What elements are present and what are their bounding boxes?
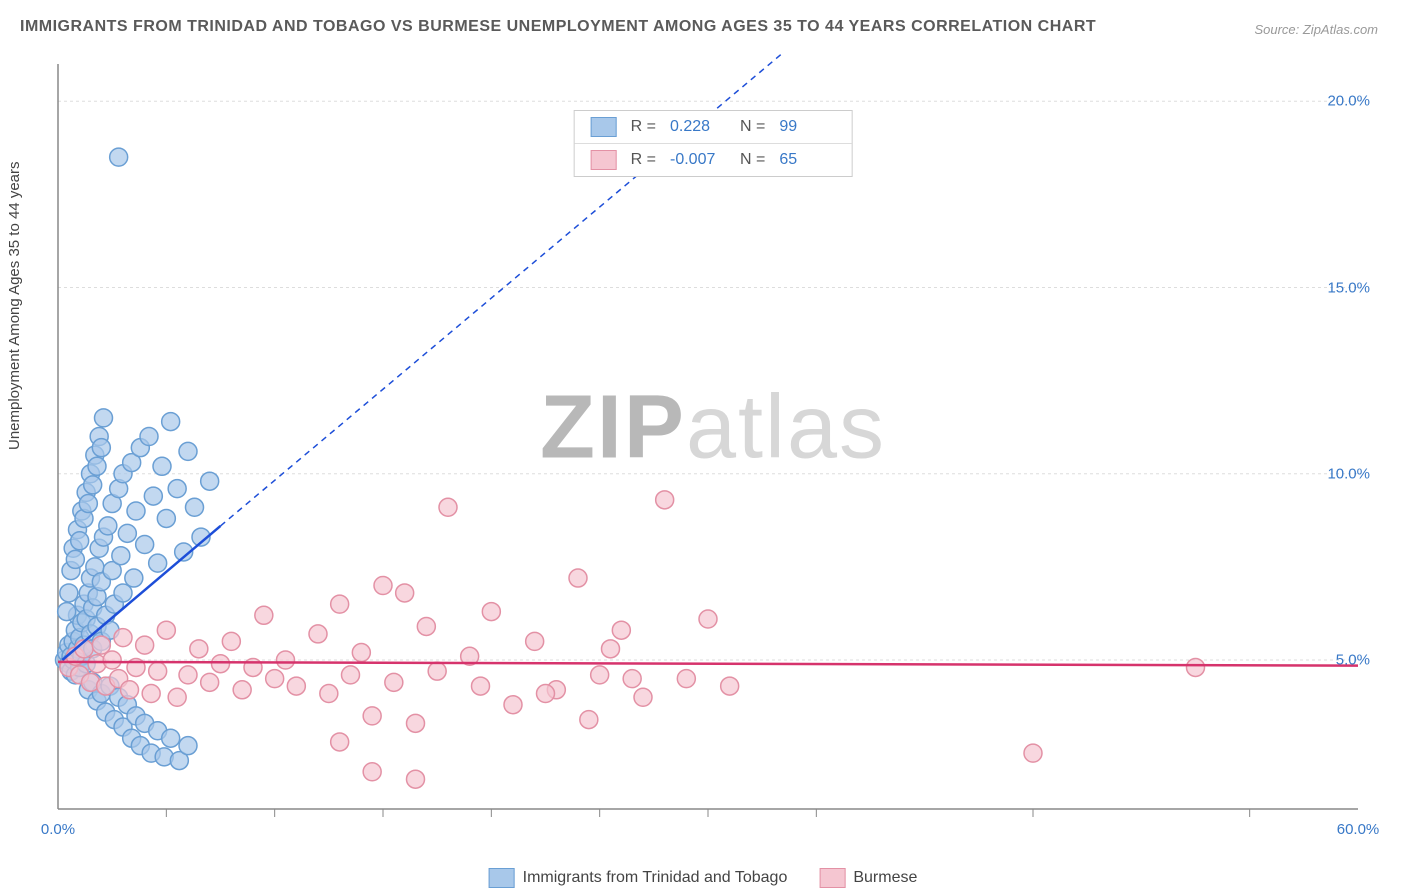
legend-swatch-icon [819, 868, 845, 888]
legend-swatch-icon [489, 868, 515, 888]
legend-label-0: Immigrants from Trinidad and Tobago [523, 869, 788, 887]
chart-title: IMMIGRANTS FROM TRINIDAD AND TOBAGO VS B… [20, 18, 1096, 36]
r-label: R = [631, 118, 656, 136]
n-value-1: 65 [779, 151, 835, 169]
r-label: R = [631, 151, 656, 169]
n-value-0: 99 [779, 118, 835, 136]
r-value-1: -0.007 [670, 151, 726, 169]
legend-row-series-1: R = -0.007 N = 65 [575, 144, 852, 176]
n-label: N = [740, 151, 765, 169]
legend-swatch-1 [591, 150, 617, 170]
n-label: N = [740, 118, 765, 136]
legend-swatch-0 [591, 117, 617, 137]
source-attribution: Source: ZipAtlas.com [1254, 22, 1378, 37]
y-axis-label: Unemployment Among Ages 35 to 44 years [6, 161, 23, 450]
legend-item-0: Immigrants from Trinidad and Tobago [489, 868, 788, 888]
x-tick-label: 60.0% [1337, 821, 1380, 838]
r-value-0: 0.228 [670, 118, 726, 136]
legend-row-series-0: R = 0.228 N = 99 [575, 111, 852, 144]
legend-label-1: Burmese [853, 869, 917, 887]
legend-item-1: Burmese [819, 868, 917, 888]
y-tick-label: 15.0% [1327, 279, 1370, 296]
x-axis-legend: Immigrants from Trinidad and Tobago Burm… [489, 868, 918, 888]
x-tick-label: 0.0% [41, 821, 75, 838]
y-tick-label: 20.0% [1327, 93, 1370, 110]
correlation-legend: R = 0.228 N = 99 R = -0.007 N = 65 [574, 110, 853, 177]
chart-area: R = 0.228 N = 99 R = -0.007 N = 65 ZIPat… [48, 54, 1378, 834]
y-tick-label: 5.0% [1336, 652, 1370, 669]
y-tick-label: 10.0% [1327, 465, 1370, 482]
